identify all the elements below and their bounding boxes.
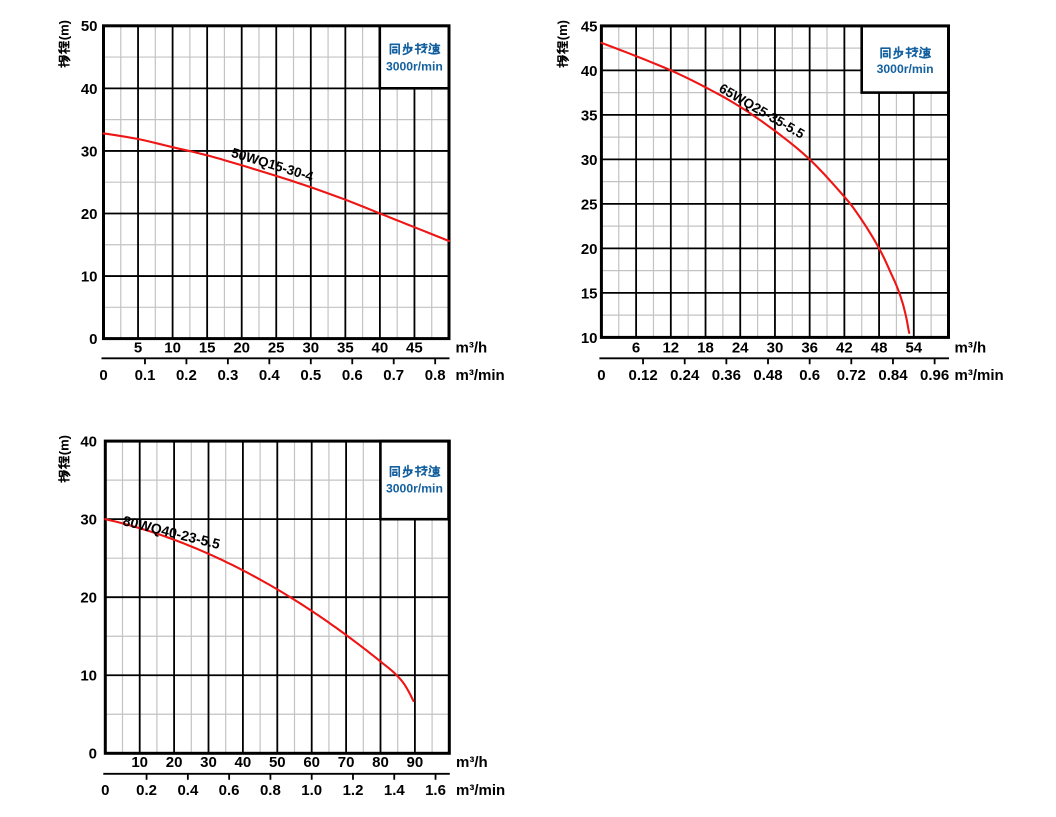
svg-text:40: 40: [372, 339, 389, 356]
svg-text:0.4: 0.4: [259, 367, 281, 384]
svg-text:5: 5: [134, 339, 142, 356]
svg-text:m³/h: m³/h: [955, 339, 987, 356]
svg-text:m³/min: m³/min: [456, 367, 505, 384]
svg-text:1.4: 1.4: [384, 782, 406, 799]
svg-text:30: 30: [81, 143, 98, 160]
svg-text:40: 40: [80, 434, 97, 451]
svg-text:6: 6: [632, 339, 640, 356]
svg-text:0.96: 0.96: [920, 367, 949, 384]
svg-text:0.72: 0.72: [837, 367, 866, 384]
svg-text:60: 60: [303, 754, 320, 771]
svg-text:10: 10: [80, 668, 97, 685]
svg-text:15: 15: [199, 339, 216, 356]
svg-text:0.5: 0.5: [300, 367, 321, 384]
svg-text:12: 12: [662, 339, 679, 356]
svg-text:3000r/min: 3000r/min: [386, 59, 443, 73]
svg-text:18: 18: [697, 339, 714, 356]
svg-text:15: 15: [581, 285, 598, 302]
svg-text:25: 25: [268, 339, 285, 356]
svg-text:0.2: 0.2: [176, 367, 197, 384]
svg-text:0.4: 0.4: [177, 782, 199, 799]
svg-text:(m): (m): [57, 20, 72, 40]
svg-text:45: 45: [581, 18, 598, 35]
svg-text:0: 0: [99, 367, 107, 384]
svg-text:40: 40: [235, 754, 252, 771]
svg-text:0.1: 0.1: [135, 367, 156, 384]
svg-text:90: 90: [407, 754, 424, 771]
svg-text:0.3: 0.3: [217, 367, 238, 384]
svg-text:0: 0: [597, 367, 605, 384]
svg-text:m³/h: m³/h: [456, 339, 488, 356]
svg-text:0.84: 0.84: [878, 367, 908, 384]
svg-text:3000r/min: 3000r/min: [877, 62, 934, 76]
svg-text:1.0: 1.0: [301, 782, 322, 799]
svg-text:0.48: 0.48: [753, 367, 782, 384]
svg-text:10: 10: [131, 754, 148, 771]
svg-text:54: 54: [905, 339, 922, 356]
svg-text:24: 24: [732, 339, 749, 356]
svg-text:(m): (m): [57, 435, 72, 455]
svg-text:0.8: 0.8: [425, 367, 446, 384]
svg-text:0: 0: [89, 746, 97, 763]
svg-text:0: 0: [89, 331, 97, 348]
svg-text:40: 40: [581, 63, 598, 80]
svg-text:0.6: 0.6: [219, 782, 240, 799]
svg-text:1.6: 1.6: [425, 782, 446, 799]
svg-text:0: 0: [101, 782, 109, 799]
svg-text:30: 30: [80, 512, 97, 529]
svg-text:45: 45: [406, 339, 423, 356]
svg-text:80: 80: [372, 754, 389, 771]
svg-text:0.6: 0.6: [799, 367, 820, 384]
svg-text:10: 10: [581, 330, 598, 347]
svg-text:0.6: 0.6: [342, 367, 363, 384]
svg-text:0.36: 0.36: [712, 367, 741, 384]
svg-text:m³/min: m³/min: [456, 782, 505, 799]
svg-text:0.2: 0.2: [136, 782, 157, 799]
svg-text:48: 48: [871, 339, 888, 356]
svg-text:70: 70: [338, 754, 355, 771]
svg-text:42: 42: [836, 339, 853, 356]
svg-text:0.8: 0.8: [260, 782, 281, 799]
svg-text:m³/h: m³/h: [456, 754, 488, 771]
svg-text:35: 35: [337, 339, 354, 356]
svg-text:3000r/min: 3000r/min: [386, 482, 443, 496]
svg-text:m³/min: m³/min: [955, 367, 1004, 384]
svg-text:0.24: 0.24: [670, 367, 700, 384]
svg-text:20: 20: [80, 590, 97, 607]
svg-text:1.2: 1.2: [343, 782, 364, 799]
svg-text:0.7: 0.7: [383, 367, 404, 384]
svg-text:20: 20: [166, 754, 183, 771]
svg-text:40: 40: [81, 81, 98, 98]
svg-text:35: 35: [581, 107, 598, 124]
svg-text:0.12: 0.12: [628, 367, 657, 384]
svg-text:30: 30: [302, 339, 319, 356]
svg-text:10: 10: [81, 268, 98, 285]
svg-text:36: 36: [801, 339, 818, 356]
svg-text:30: 30: [581, 152, 598, 169]
svg-text:25: 25: [581, 196, 598, 213]
svg-text:10: 10: [164, 339, 181, 356]
svg-text:20: 20: [233, 339, 250, 356]
svg-text:30: 30: [200, 754, 217, 771]
svg-text:30: 30: [767, 339, 784, 356]
svg-text:20: 20: [581, 241, 598, 258]
svg-text:(m): (m): [555, 20, 570, 40]
svg-text:50: 50: [81, 18, 98, 35]
svg-text:20: 20: [81, 206, 98, 223]
svg-text:50: 50: [269, 754, 286, 771]
